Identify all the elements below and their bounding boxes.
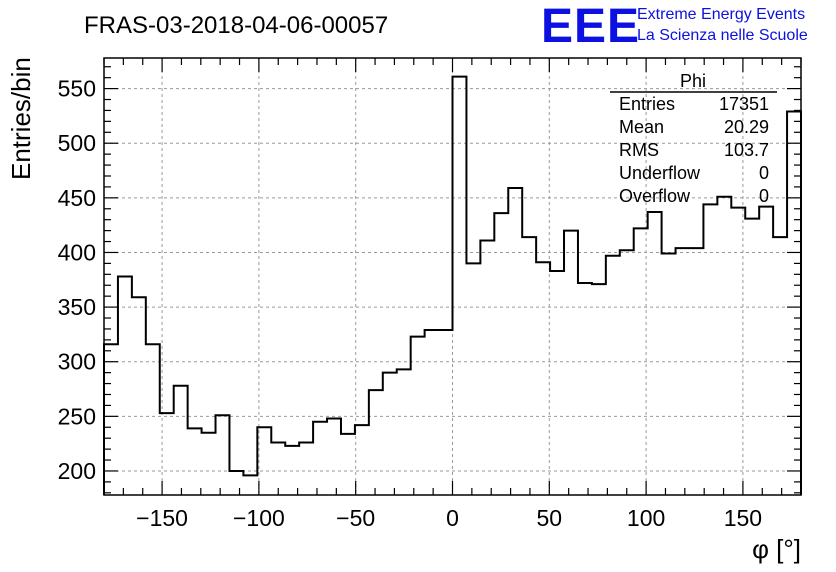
histogram-bin xyxy=(188,428,202,495)
y-tick-label: 550 xyxy=(58,76,96,102)
histogram-bin xyxy=(508,188,522,495)
histogram-bin xyxy=(466,263,480,495)
x-tick-label: −100 xyxy=(233,505,285,531)
histogram-bin xyxy=(243,475,257,495)
histogram-outline xyxy=(103,75,802,495)
y-tick-label: 350 xyxy=(58,294,96,320)
histogram-bin xyxy=(313,422,327,495)
histogram-bin xyxy=(773,237,787,495)
histogram-bin xyxy=(759,207,773,495)
histogram-bin xyxy=(355,425,369,495)
eee-logo-mark: EEE xyxy=(541,0,640,53)
tick-labels: −150 −100 −50 0 50 100 150 200 250 300 350 400 450 50… xyxy=(58,76,762,531)
histogram-bin xyxy=(146,344,160,495)
stats-row-label: RMS xyxy=(619,140,659,160)
histogram-bin xyxy=(383,373,397,495)
histogram-bin xyxy=(118,277,132,496)
x-tick-label: −150 xyxy=(136,505,188,531)
stats-row-value: 20.29 xyxy=(724,117,769,137)
histogram-bin xyxy=(689,248,703,495)
histogram-bin xyxy=(453,77,467,495)
histogram-bin xyxy=(229,471,243,495)
histogram-bin xyxy=(369,390,383,495)
histogram-bin xyxy=(564,231,578,495)
y-tick-label: 250 xyxy=(58,403,96,429)
histogram-bin xyxy=(397,369,411,495)
stats-row-value: 0 xyxy=(759,186,769,206)
x-axis-label: φ [°] xyxy=(752,534,801,564)
histogram-bin xyxy=(592,284,606,495)
histogram-bin xyxy=(648,212,662,495)
y-tick-label: 500 xyxy=(58,130,96,156)
histogram-bin xyxy=(202,433,216,495)
histogram-bin xyxy=(299,443,313,495)
stats-row-value: 103.7 xyxy=(724,140,769,160)
histogram-bin xyxy=(745,219,759,495)
stats-row-label: Entries xyxy=(619,94,675,114)
y-tick-label: 200 xyxy=(58,458,96,484)
x-tick-label: −50 xyxy=(336,505,375,531)
y-axis-label: Entries/bin xyxy=(6,57,36,180)
chart-title: FRAS-03-2018-04-06-00057 xyxy=(84,12,388,39)
stats-row-value: 0 xyxy=(759,163,769,183)
histogram-bin xyxy=(341,434,355,495)
stats-row-value: 17351 xyxy=(719,94,769,114)
x-tick-label: 150 xyxy=(724,505,762,531)
axes xyxy=(103,57,802,496)
eee-logo: EEE Extreme Energy Events La Scienza nel… xyxy=(541,0,808,53)
histogram-bin xyxy=(104,344,118,495)
histogram-bin xyxy=(787,112,801,495)
histogram-bin xyxy=(216,415,230,495)
y-tick-label: 450 xyxy=(58,185,96,211)
stats-title: Phi xyxy=(680,71,706,91)
y-tick-label: 300 xyxy=(58,349,96,375)
y-tick-label: 400 xyxy=(58,239,96,265)
eee-logo-line1: Extreme Energy Events xyxy=(637,6,805,23)
histogram-bin xyxy=(703,204,717,495)
histogram-bin xyxy=(285,446,299,495)
stats-row-label: Overflow xyxy=(619,186,691,206)
histogram-bin xyxy=(662,254,676,495)
x-tick-label: 0 xyxy=(446,505,459,531)
stats-box: Phi Entries 17351 Mean 20.29 RMS 103.7 Underfl… xyxy=(610,71,777,206)
stats-row-label: Mean xyxy=(619,117,664,137)
histogram-bin xyxy=(578,283,592,495)
histogram-bin xyxy=(174,386,188,495)
histogram-bin xyxy=(717,197,731,495)
histogram-bin xyxy=(522,237,536,495)
histogram-bin xyxy=(536,262,550,495)
histogram-bin xyxy=(676,248,690,495)
histogram-bin xyxy=(425,330,439,495)
histogram-bin xyxy=(550,271,564,495)
histogram-bin xyxy=(494,213,508,495)
eee-logo-line2: La Scienza nelle Scuole xyxy=(637,27,808,44)
histogram-bin xyxy=(480,240,494,495)
x-tick-label: 100 xyxy=(627,505,665,531)
histogram-bin xyxy=(620,250,634,495)
histogram-bin xyxy=(132,297,146,495)
histogram-bin xyxy=(439,330,453,495)
stats-row-label: Underflow xyxy=(619,163,701,183)
x-tick-label: 50 xyxy=(537,505,563,531)
histogram-bin xyxy=(327,419,341,495)
histogram-bin xyxy=(606,256,620,495)
histogram-bin xyxy=(271,443,285,495)
